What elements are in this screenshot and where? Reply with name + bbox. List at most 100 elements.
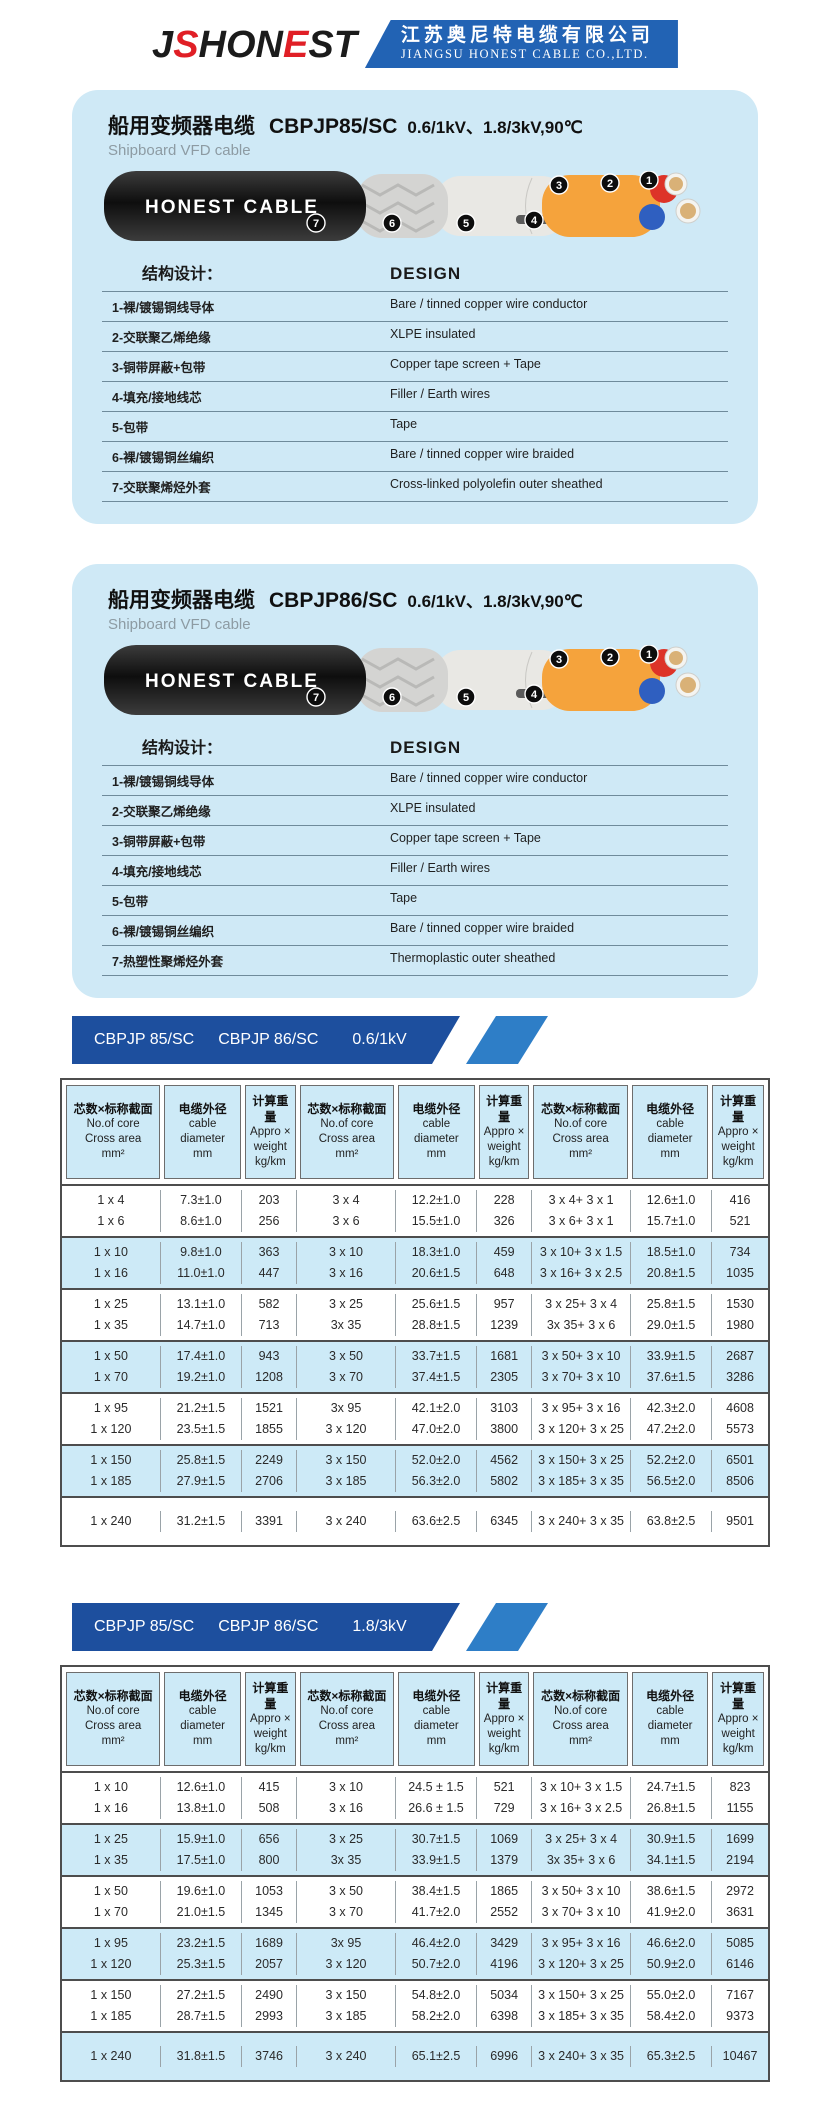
table-cell: 12.2±1.0 — [396, 1190, 478, 1211]
layer-marker-6: 6 — [382, 213, 402, 233]
table-cell: 3 x 6+ 3 x 1 — [532, 1211, 631, 1232]
header-line: 计算重量 — [252, 1094, 289, 1124]
table-cell: 3 x 10 — [297, 1242, 396, 1263]
header-line: Appro × — [483, 1713, 525, 1726]
table-header-cell-content: 芯数×标称截面 No.of core Cross area mm² — [533, 1085, 628, 1179]
table-header-cell: 计算重量 Appro × weight kg/km — [243, 1083, 298, 1181]
table-cell: 3 x 150+ 3 x 25 — [532, 1985, 631, 2006]
table-row-group: 1 x 10 12.6±1.0 415 3 x 10 24.5 ± 1.5 521 3 x … — [62, 1773, 768, 1823]
design-item-cn: 6-裸/镀锡铜丝编织 — [112, 925, 215, 939]
table-header-cell: 计算重量 Appro × weight kg/km — [710, 1670, 765, 1768]
design-item-cn: 7-交联聚烯烃外套 — [112, 481, 211, 495]
table-cell: 957 — [477, 1294, 533, 1315]
table-cell: 17.5±1.0 — [161, 1850, 243, 1871]
header-line: kg/km — [722, 1156, 754, 1169]
header-line: 芯数×标称截面 — [307, 1101, 387, 1116]
header-line: mm — [426, 1148, 446, 1161]
header-line: Cross area — [85, 1720, 142, 1733]
table-cell: 15.9±1.0 — [161, 1829, 243, 1850]
header-line: kg/km — [255, 1743, 286, 1756]
table-cell: 15.5±1.0 — [396, 1211, 478, 1232]
table-cell: 12.6±1.0 — [631, 1190, 713, 1211]
spec-table-18-3kv: 芯数×标称截面 No.of core Cross area mm² 电缆外径 cable d… — [60, 1665, 770, 2082]
copper-conductor — [669, 651, 683, 665]
table-cell: 46.4±2.0 — [396, 1933, 478, 1954]
page-header: JESHONEST 江苏奥尼特电缆有限公司 JIANGSU HONEST CAB… — [0, 0, 830, 68]
table-row-group: 1 x 240 31.8±1.5 3746 3 x 240 65.1±2.5 6996 3 … — [62, 2031, 768, 2080]
spec-table-head: 芯数×标称截面 No.of core Cross area mm² 电缆外径 cable d… — [62, 1667, 768, 1771]
design-row: 7-热塑性聚烯烃外套 Thermoplastic outer sheathed — [102, 945, 728, 976]
design-row: 6-裸/镀锡铜丝编织 Bare / tinned copper wire brai… — [102, 915, 728, 945]
layer-marker-1: 1 — [639, 644, 659, 664]
blue-core — [639, 678, 665, 704]
header-line: kg/km — [255, 1156, 286, 1169]
header-line: mm — [660, 1148, 680, 1161]
table-cell: 1 x 16 — [62, 1798, 161, 1819]
layer-marker-1: 1 — [639, 170, 659, 190]
header-line: Cross area — [552, 1133, 609, 1146]
table-cell: 23.5±1.5 — [161, 1419, 243, 1440]
table-cell: 1 x 50 — [62, 1346, 161, 1367]
table-cell: 26.8±1.5 — [631, 1798, 713, 1819]
product-subtitle: Shipboard VFD cable — [108, 616, 251, 633]
design-rows: 1-裸/镀锡铜线导体 Bare / tinned copper wire cond… — [102, 765, 728, 976]
table-cell: 3 x 10+ 3 x 1.5 — [532, 1777, 631, 1798]
design-header-en: DESIGN — [389, 264, 462, 283]
table-cell: 3 x 16 — [297, 1798, 396, 1819]
table-cell: 25.8±1.5 — [161, 1450, 243, 1471]
product-title-cn: 船用变频器电缆 — [108, 115, 255, 138]
table-cell: 1865 — [477, 1881, 533, 1902]
table-cell: 729 — [477, 1798, 533, 1819]
table-row-group: 1 x 95 23.2±1.5 1689 3x 95 46.4±2.0 3429 3 x 9… — [62, 1927, 768, 1979]
table-cell: 3x 35+ 3 x 6 — [532, 1850, 631, 1871]
header-line: Cross area — [318, 1133, 375, 1146]
table-header-cell-content: 电缆外径 cable diameter mm — [164, 1672, 241, 1766]
table-header-cell: 计算重量 Appro × weight kg/km — [477, 1670, 532, 1768]
table-cell: 20.6±1.5 — [396, 1263, 478, 1284]
table-cell: 33.9±1.5 — [631, 1346, 713, 1367]
table-cell: 25.8±1.5 — [631, 1294, 713, 1315]
table-row-group: 1 x 150 27.2±1.5 2490 3 x 150 54.8±2.0 5034 3 … — [62, 1979, 768, 2031]
table-cell: 31.2±1.5 — [161, 1511, 243, 1532]
table-cell: 23.2±1.5 — [161, 1933, 243, 1954]
table-cell: 3 x 70 — [297, 1902, 396, 1923]
product-title-cn: 船用变频器电缆 — [108, 589, 255, 612]
table-cell: 4608 — [726, 1401, 754, 1415]
product-card-cbpjp86: 船用变频器电缆 CBPJP86/SC 0.6/1kV、1.8/3kV,90℃ Shi… — [72, 564, 758, 998]
design-item-en: Tape — [389, 891, 418, 905]
table-cell: 459 — [477, 1242, 533, 1263]
design-header-en: DESIGN — [389, 738, 462, 757]
table-cell: 1 x 120 — [62, 1419, 161, 1440]
banner-model-2: CBPJP 86/SC — [218, 1618, 319, 1635]
table-cell: 3 x 4 — [297, 1190, 396, 1211]
table-cell: 3 x 25+ 3 x 4 — [532, 1294, 631, 1315]
design-item-cn: 3-铜带屏蔽+包带 — [112, 835, 206, 849]
table-cell: 4562 — [477, 1450, 533, 1471]
table-cell: 26.6 ± 1.5 — [396, 1798, 478, 1819]
table-cell: 3 x 95+ 3 x 16 — [532, 1398, 631, 1419]
header-line: No.of core — [554, 1705, 608, 1718]
svg-text:1: 1 — [646, 649, 652, 661]
table-cell: 34.1±1.5 — [631, 1850, 713, 1871]
table-cell: 3 x 10+ 3 x 1.5 — [532, 1242, 631, 1263]
table-cell: 6501 — [726, 1453, 754, 1467]
header-line: weight — [721, 1141, 755, 1154]
design-structure-table: 结构设计： DESIGN 1-裸/镀锡铜线导体 Bare / tinned cop… — [102, 256, 728, 502]
table-cell: 33.7±1.5 — [396, 1346, 478, 1367]
layer-marker-4: 4 — [524, 684, 544, 704]
table-cell: 3x 95 — [297, 1398, 396, 1419]
design-item-en: XLPE insulated — [389, 327, 476, 341]
header-line: Cross area — [552, 1720, 609, 1733]
product-title: 船用变频器电缆 CBPJP86/SC 0.6/1kV、1.8/3kV,90℃ — [102, 584, 728, 614]
header-line: 芯数×标称截面 — [541, 1688, 621, 1703]
header-line: cable — [422, 1118, 451, 1131]
table-cell: 416 — [729, 1193, 751, 1207]
table-header-cell-content: 计算重量 Appro × weight kg/km — [244, 1085, 296, 1179]
table-cell: 12.6±1.0 — [161, 1777, 243, 1798]
header-line: diameter — [647, 1720, 693, 1733]
banner-slash-decoration — [466, 1603, 548, 1651]
design-row: 5-包带 Tape — [102, 411, 728, 441]
table-cell: 65.3±2.5 — [631, 2046, 713, 2067]
table-cell: 37.4±1.5 — [396, 1367, 478, 1388]
table-cell: 228 — [477, 1190, 533, 1211]
